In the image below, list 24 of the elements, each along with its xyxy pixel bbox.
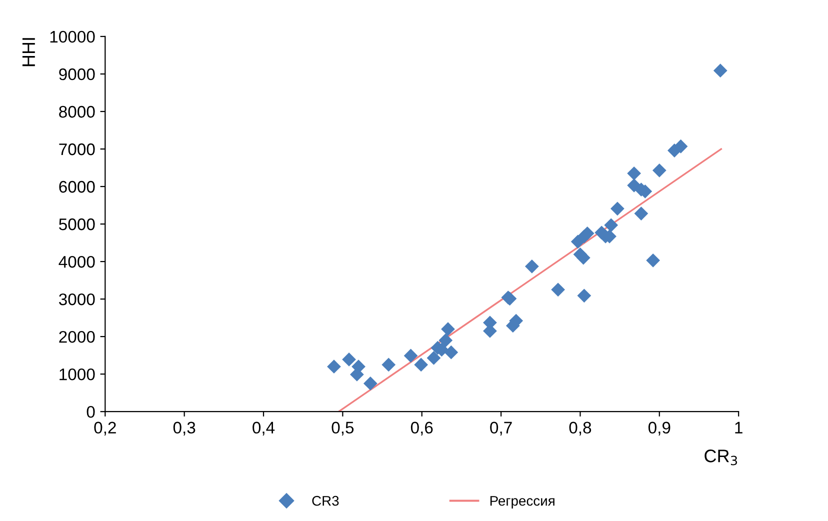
x-tick-label: 0,4 [252, 422, 275, 436]
x-tick-label: 0,3 [173, 422, 196, 436]
y-tick-label: 5000 [59, 218, 95, 230]
y-tick-label: 3000 [58, 293, 95, 306]
legend-label: CR3 [312, 496, 339, 506]
x-tick-label: 0,7 [490, 422, 512, 436]
y-tick-label: 4000 [58, 256, 95, 268]
x-axis-title: CR$_{3}$ [704, 450, 738, 466]
x-tick-label: 1 [735, 422, 742, 434]
x-tick-label: 0,2 [94, 422, 116, 436]
y-tick-label: 10000 [50, 30, 95, 43]
y-axis-title: HHI [22, 38, 35, 66]
y-tick-label: 1000 [60, 368, 95, 380]
y-tick-label: 2000 [59, 330, 95, 343]
y-tick-label: 0 [86, 406, 95, 418]
x-tick-label: 0,5 [332, 422, 354, 436]
x-tick-label: 0,6 [410, 422, 433, 436]
legend-label: Регрессия [490, 496, 554, 508]
y-tick-label: 9000 [59, 68, 95, 80]
x-tick-label: 0,9 [648, 422, 670, 436]
y-tick-label: 6000 [59, 180, 95, 193]
y-tick-label: 7000 [59, 143, 95, 156]
y-tick-label: 8000 [59, 106, 95, 118]
x-tick-label: 0,8 [569, 422, 592, 436]
